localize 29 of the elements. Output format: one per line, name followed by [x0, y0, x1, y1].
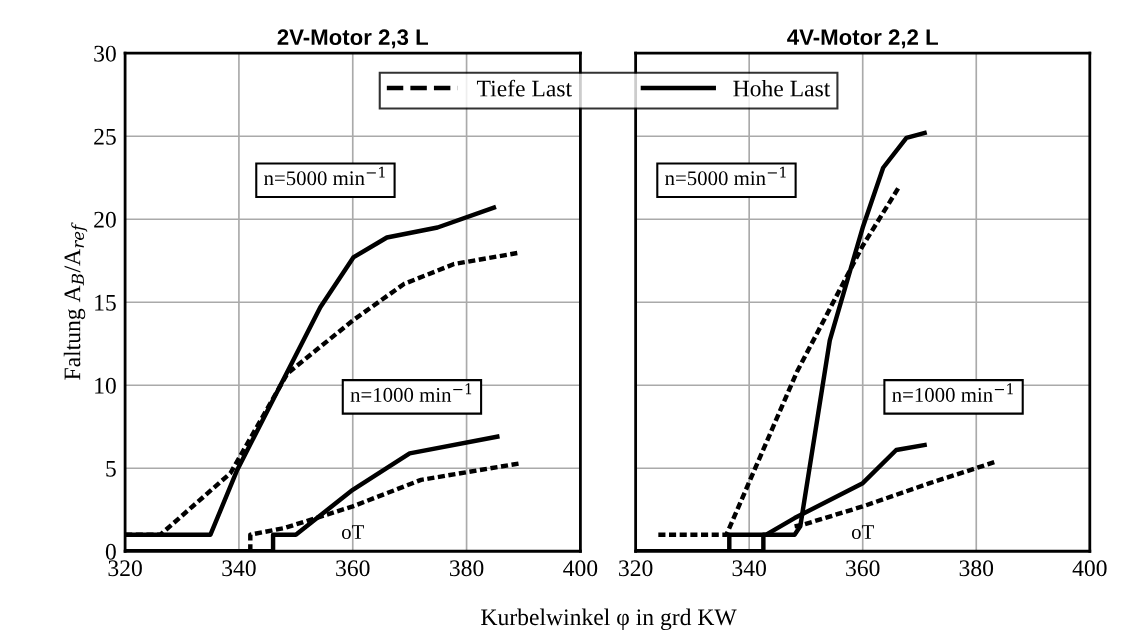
x-tick-label: 400: [563, 560, 598, 577]
y-tick-label: 5: [106, 460, 116, 477]
y-tick-label: 25: [94, 128, 116, 145]
annotation: oT: [341, 525, 364, 540]
legend-label: Tiefe Last: [476, 79, 572, 97]
y-axis-title: Faltung A$_{B}$/A$_{ref}$: [63, 222, 88, 380]
x-tick-label: 380: [959, 560, 994, 577]
annotation: n=1000 min$^{−1}$: [350, 383, 472, 402]
y-tick-label: 10: [95, 377, 116, 394]
x-tick-label: 400: [1072, 560, 1107, 577]
y-tick-label: 0: [105, 543, 116, 560]
x-tick-label: 380: [450, 560, 484, 577]
x-tick-label: 340: [732, 560, 766, 577]
annotation: oT: [851, 525, 874, 540]
x-tick-label: 320: [108, 560, 142, 577]
y-tick-label: 15: [95, 294, 116, 311]
legend-label: Hohe Last: [733, 79, 831, 97]
x-tick-label: 360: [846, 560, 880, 577]
annotation: n=5000 min$^{−1}$: [665, 166, 786, 186]
x-tick-label: 320: [619, 560, 653, 577]
y-tick-label: 30: [94, 45, 116, 62]
y-tick-label: 20: [94, 211, 116, 228]
annotation: n=5000 min$^{−1}$: [264, 166, 385, 186]
x-tick-label: 360: [336, 560, 370, 577]
x-axis-title: Kurbelwinkel φ in grd KW: [481, 608, 737, 631]
annotation: n=1000 min$^{−1}$: [892, 383, 1013, 402]
chart-title: 2V-Motor 2,3 L: [277, 29, 429, 49]
chart-title: 4V-Motor 2,2 L: [787, 29, 938, 49]
x-tick-label: 340: [222, 560, 256, 577]
